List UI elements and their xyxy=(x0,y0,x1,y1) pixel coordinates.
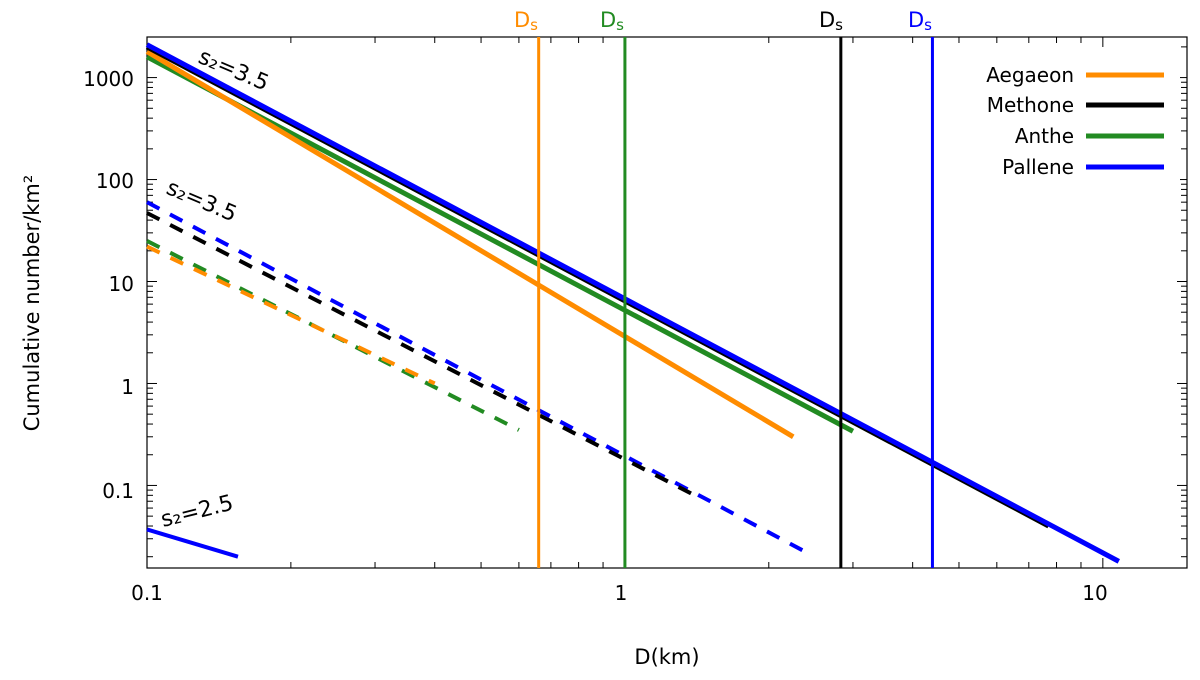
slope-label-lower: s₂=2.5 xyxy=(158,491,236,533)
y-tick-label-2: 10 xyxy=(109,272,134,296)
y-tick-label-0: 0.1 xyxy=(102,479,134,503)
axis-ticks xyxy=(146,37,1187,568)
reference-slope-line xyxy=(146,527,239,559)
x-tick-labels: 0.1 1 10 xyxy=(131,581,1108,605)
ds-markers xyxy=(537,37,934,568)
y-tick-labels: 0.1 1 10 100 1000 xyxy=(83,67,134,503)
series-group xyxy=(145,42,1120,564)
x-tick-label-0: 0.1 xyxy=(131,581,163,605)
y-tick-label-1: 1 xyxy=(121,375,134,399)
dashed-series-line-1 xyxy=(146,211,696,498)
slope-label-middle: s₂=3.5 xyxy=(163,176,241,228)
ds-label-anthe: Ds xyxy=(600,8,624,34)
plot-frame xyxy=(146,36,1188,569)
y-axis-title: Cumulative number/km² xyxy=(20,175,44,432)
legend: Aegaeon Methone Anthe Pallene xyxy=(950,50,1180,195)
ds-label-methone: Ds xyxy=(819,8,843,34)
y-tick-label-3: 100 xyxy=(96,169,134,193)
x-tick-label-2: 10 xyxy=(1082,581,1107,605)
ds-label-aegaeon: Ds xyxy=(514,8,538,34)
legend-label-methone: Methone xyxy=(987,93,1074,117)
dashed-series-line-3 xyxy=(146,244,436,386)
series-line-aegaeon xyxy=(145,49,795,439)
ds-labels: Ds Ds Ds Ds xyxy=(514,8,932,34)
reference-line-group xyxy=(146,527,239,559)
x-tick-label-1: 1 xyxy=(615,581,628,605)
dashed-series-group xyxy=(146,200,808,555)
ds-label-pallene: Ds xyxy=(908,8,932,34)
series-line-pallene xyxy=(145,42,1120,564)
legend-label-pallene: Pallene xyxy=(1002,155,1074,179)
dashed-series-line-0 xyxy=(146,200,808,555)
legend-label-anthe: Anthe xyxy=(1015,124,1074,148)
y-tick-label-4: 1000 xyxy=(83,67,134,91)
dashed-series-line-2 xyxy=(146,239,520,432)
legend-label-aegaeon: Aegaeon xyxy=(986,63,1074,87)
x-axis-title: D(km) xyxy=(634,645,699,669)
